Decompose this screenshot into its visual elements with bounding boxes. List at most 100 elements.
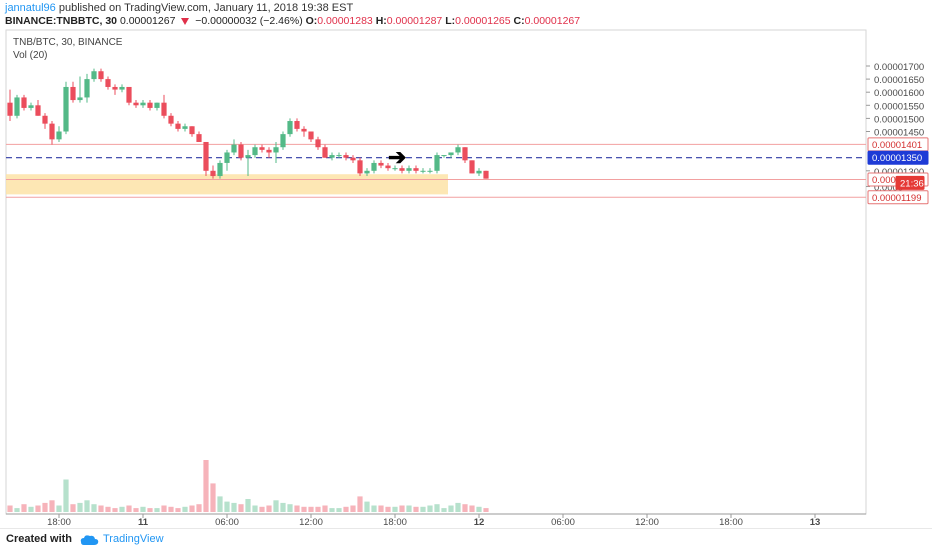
candle-body (420, 170, 426, 172)
volume-bar (357, 496, 363, 512)
candle-body (63, 86, 69, 132)
x-tick-label: 18:00 (719, 517, 743, 528)
candle-body (224, 152, 230, 163)
candle-body (154, 102, 160, 108)
volume-bar (175, 508, 181, 512)
candle-body (175, 123, 181, 129)
volume-bar (469, 505, 475, 512)
price-label: 0.00001401 (872, 140, 922, 151)
volume-bar (231, 502, 237, 512)
volume-bar (161, 505, 167, 512)
volume-bar (56, 505, 62, 512)
symbol-label: BINANCE:TNBBTC, 30 (5, 15, 118, 27)
candle-body (455, 147, 461, 153)
candle-body (182, 126, 188, 129)
series-title: TNB/BTC, 30, BINANCE (13, 37, 123, 48)
x-tick-label: 12 (474, 517, 485, 528)
author-link[interactable]: jannatul96 (5, 2, 56, 14)
candle-body (168, 115, 174, 124)
x-tick-label: 12:00 (299, 517, 323, 528)
y-tick-label: 0.00001700 (874, 62, 924, 73)
x-tick-label: 11 (138, 517, 149, 528)
candle-body (301, 128, 307, 132)
candle-body (343, 155, 349, 158)
candle-body (210, 170, 216, 177)
candle-body (21, 97, 27, 108)
candle-body (35, 105, 41, 116)
volume-bar (91, 504, 97, 512)
volume-bar (336, 508, 342, 512)
volume-bar (98, 505, 104, 512)
chart-area[interactable]: ➔ 0.00001700 0.00001650 0.00001600 0.0000155… (0, 28, 932, 528)
candle-body (392, 168, 398, 170)
candle-body (280, 134, 286, 148)
volume-bar (196, 504, 202, 512)
candle-body (42, 115, 48, 124)
candle-body (217, 162, 223, 177)
candle-body (70, 86, 76, 101)
volume-bar (441, 508, 447, 512)
price-chart-svg[interactable]: ➔ 0.00001700 0.00001650 0.00001600 0.0000155… (0, 28, 932, 528)
volume-bar (329, 508, 335, 512)
volume-bar (154, 508, 160, 512)
candle-body (308, 131, 314, 140)
candle-body (336, 155, 342, 157)
volume-bar (224, 501, 230, 512)
volume-bar (42, 502, 48, 512)
candle-body (413, 168, 419, 171)
candle-body (147, 102, 153, 108)
volume-bar (322, 505, 328, 512)
candle-body (259, 147, 265, 150)
x-tick-label: 12:00 (635, 517, 659, 528)
candle-body (462, 147, 468, 161)
candle-body (84, 79, 90, 98)
volume-bar (455, 502, 461, 512)
volume-bar (7, 505, 13, 512)
volume-bar (413, 506, 419, 512)
tradingview-logo-icon (80, 535, 99, 545)
down-triangle-icon (181, 17, 190, 25)
volume-bar (315, 506, 321, 512)
volume-bar (350, 505, 356, 512)
volume-bar (245, 499, 251, 512)
volume-bar (294, 505, 300, 512)
published-text: published on TradingView.com, January 11… (58, 2, 354, 14)
y-tick-label: 0.00001650 (874, 75, 924, 86)
candle-body (357, 160, 363, 174)
candle-body (266, 149, 272, 153)
volume-bar (252, 505, 258, 512)
price-label: 0.00001350 (872, 153, 922, 164)
low-label: L: (445, 15, 456, 27)
y-tick-label: 0.00001600 (874, 88, 924, 99)
volume-bar (434, 504, 440, 512)
candle-body (126, 86, 132, 103)
volume-bar (476, 506, 482, 512)
volume-bar (35, 505, 41, 512)
candle-body (56, 131, 62, 140)
volume-bar (112, 508, 118, 512)
candle-body (378, 162, 384, 166)
candle-body (105, 79, 111, 87)
volume-bar (63, 479, 69, 512)
candle-body (385, 165, 391, 169)
tradingview-brand[interactable]: TradingView (103, 533, 164, 545)
volume-bar (364, 501, 370, 512)
candle-body (49, 123, 55, 140)
candle-body (238, 144, 244, 158)
candle-body (322, 147, 328, 158)
price-label-box (895, 175, 925, 190)
volume-bar (182, 506, 188, 512)
volume-bar (49, 500, 55, 512)
publish-info: jannatul96 published on TradingView.com,… (5, 2, 353, 14)
created-with-text: Created with (6, 533, 73, 545)
close-label: C: (513, 15, 525, 27)
candle-body (77, 97, 83, 101)
candle-body (434, 155, 440, 171)
volume-bar (462, 504, 468, 512)
candle-body (399, 168, 405, 171)
candle-body (112, 86, 118, 90)
volume-bar (217, 496, 223, 512)
candle-body (231, 144, 237, 153)
volume-bar (77, 502, 83, 512)
volume-bar (259, 506, 265, 512)
